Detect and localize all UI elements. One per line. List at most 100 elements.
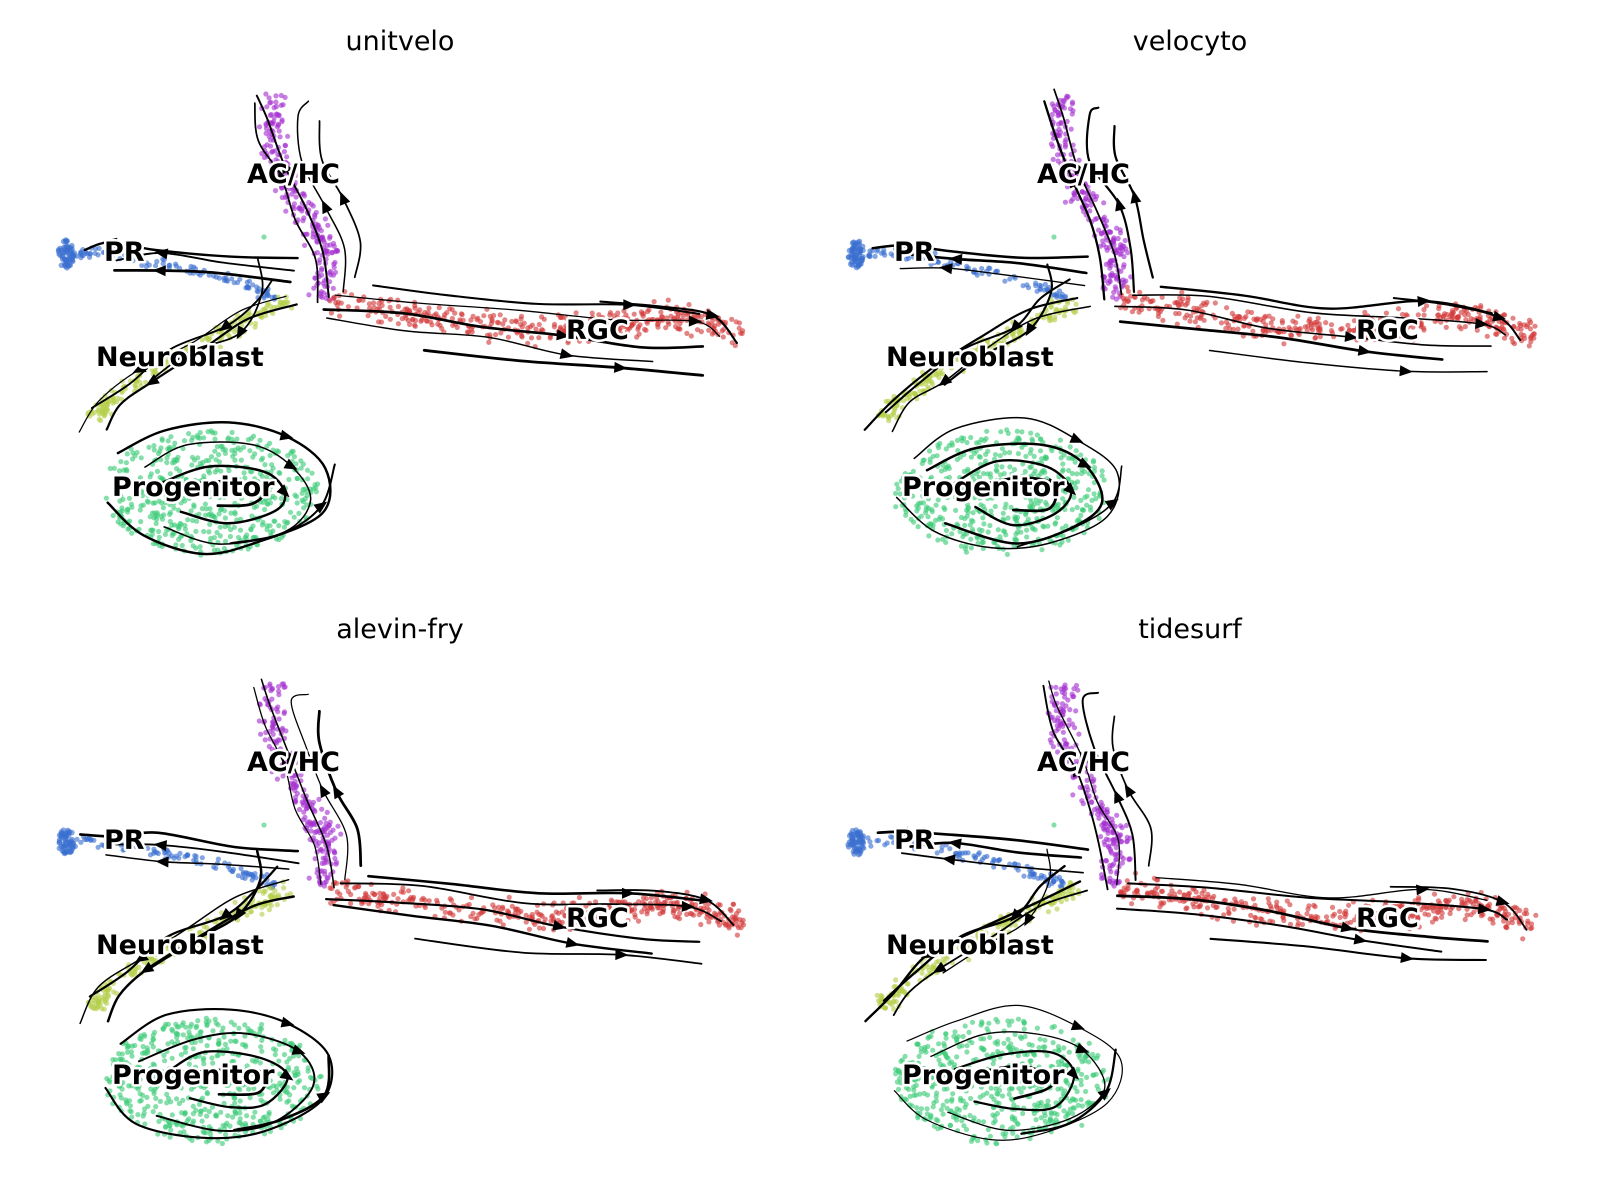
cell-point bbox=[150, 1032, 156, 1038]
cell-point bbox=[321, 278, 328, 284]
cell-point bbox=[221, 1034, 227, 1040]
cell-point bbox=[154, 258, 160, 265]
cell-point bbox=[1079, 466, 1085, 473]
cell-point bbox=[259, 1021, 265, 1028]
cell-point bbox=[164, 460, 170, 466]
cell-point bbox=[1061, 98, 1067, 104]
cell-point bbox=[1069, 99, 1076, 105]
cell-point bbox=[143, 379, 149, 385]
cell-point bbox=[671, 316, 677, 322]
cell-point bbox=[1081, 507, 1087, 513]
cell-point bbox=[1450, 310, 1456, 316]
cell-point bbox=[295, 1069, 301, 1075]
cell-point bbox=[217, 524, 223, 530]
cell-point bbox=[152, 369, 159, 375]
cell-point bbox=[1122, 237, 1128, 244]
cell-point bbox=[110, 400, 116, 406]
cell-point bbox=[304, 231, 310, 237]
cell-point bbox=[410, 316, 416, 322]
cell-point bbox=[1436, 306, 1442, 312]
cell-point bbox=[161, 1052, 167, 1058]
cell-point bbox=[305, 476, 311, 482]
cell-point bbox=[181, 438, 188, 444]
cell-point bbox=[1074, 471, 1080, 477]
cell-point bbox=[849, 262, 856, 269]
cell-point bbox=[698, 921, 704, 928]
cell-point bbox=[1395, 306, 1402, 312]
cell-point bbox=[296, 806, 303, 813]
cell-point bbox=[1067, 444, 1073, 450]
cell-point bbox=[1085, 487, 1092, 493]
cell-point bbox=[1070, 792, 1076, 798]
cell-point bbox=[540, 926, 547, 932]
cell-point bbox=[615, 310, 621, 316]
cell-point bbox=[1019, 429, 1025, 435]
cell-point bbox=[248, 527, 254, 533]
cell-point bbox=[327, 242, 333, 248]
cell-point bbox=[232, 457, 238, 463]
cell-point bbox=[970, 518, 976, 525]
cell-point bbox=[298, 465, 304, 471]
cell-point bbox=[686, 302, 692, 308]
cell-point bbox=[217, 533, 223, 539]
cell-point bbox=[939, 516, 946, 522]
cell-point bbox=[1041, 524, 1047, 530]
cell-point bbox=[304, 819, 311, 825]
cell-point bbox=[283, 294, 289, 300]
cell-point bbox=[1421, 307, 1427, 313]
cell-point bbox=[892, 406, 898, 412]
cell-point bbox=[995, 527, 1001, 533]
cell-point bbox=[285, 133, 291, 139]
cell-point bbox=[123, 1097, 129, 1103]
cell-point bbox=[103, 495, 109, 501]
cell-point bbox=[204, 1091, 210, 1097]
cell-point bbox=[964, 439, 970, 446]
cell-point bbox=[893, 490, 899, 496]
cell-point bbox=[694, 327, 701, 333]
cell-point bbox=[1525, 322, 1531, 328]
cell-point bbox=[684, 330, 690, 336]
cell-point bbox=[323, 295, 329, 301]
cell-point bbox=[1061, 313, 1068, 319]
cell-point bbox=[151, 443, 157, 449]
cell-point bbox=[258, 1097, 264, 1103]
cell-point bbox=[160, 505, 166, 511]
cell-point bbox=[164, 359, 170, 365]
cell-point bbox=[889, 412, 895, 418]
cell-point bbox=[925, 514, 931, 520]
cell-point bbox=[268, 892, 274, 899]
cell-point bbox=[621, 308, 627, 314]
cell-point bbox=[146, 262, 152, 268]
cluster-points bbox=[1118, 284, 1538, 349]
cell-point bbox=[101, 1006, 107, 1012]
cell-point bbox=[387, 316, 393, 322]
cell-point bbox=[657, 911, 663, 917]
cell-point bbox=[170, 460, 176, 466]
cell-point bbox=[282, 94, 288, 100]
cell-point bbox=[192, 457, 198, 463]
cell-point bbox=[64, 243, 71, 250]
cell-point bbox=[308, 828, 314, 834]
cell-point bbox=[305, 467, 311, 473]
cell-point bbox=[1262, 329, 1269, 335]
cell-point bbox=[316, 796, 322, 802]
cell-point bbox=[327, 819, 333, 825]
cell-point bbox=[1075, 517, 1081, 523]
cell-point bbox=[63, 238, 69, 245]
cell-point bbox=[914, 508, 920, 514]
cell-point bbox=[936, 445, 942, 451]
cell-point bbox=[1002, 278, 1008, 284]
cell-point bbox=[734, 932, 741, 938]
cell-point bbox=[1051, 878, 1057, 885]
cell-point bbox=[137, 380, 143, 386]
cell-point bbox=[943, 539, 949, 546]
cell-point bbox=[1044, 286, 1050, 292]
cell-point bbox=[276, 716, 282, 722]
cluster-label: Progenitor bbox=[112, 472, 275, 503]
cell-point bbox=[230, 866, 237, 872]
cell-point bbox=[634, 334, 640, 340]
cell-point bbox=[518, 316, 524, 322]
cell-point bbox=[272, 518, 278, 524]
cell-point bbox=[176, 526, 182, 532]
cell-point bbox=[207, 1131, 213, 1137]
